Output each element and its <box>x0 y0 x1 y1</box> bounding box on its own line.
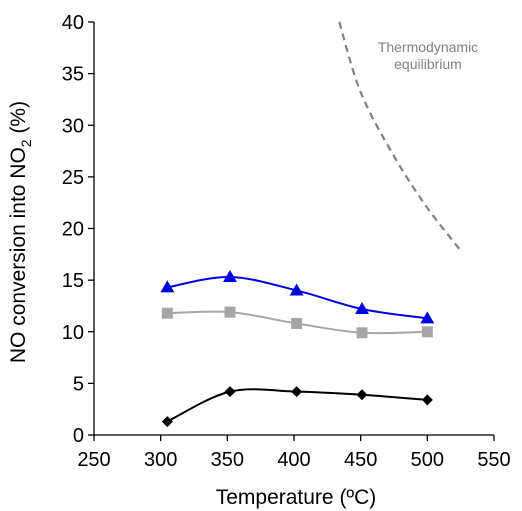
x-tick-label: 250 <box>77 449 110 471</box>
series-triangle <box>160 270 435 324</box>
x-tick-label: 300 <box>144 449 177 471</box>
y-axis-title-main: NO conversion into NO <box>7 147 30 363</box>
data-point-diamond <box>291 386 303 398</box>
data-point-square <box>161 307 173 319</box>
y-tick-label: 30 <box>62 115 84 137</box>
y-axis-ticks: 0 5 10 15 20 25 30 35 40 <box>62 12 94 447</box>
data-point-triangle <box>160 280 175 293</box>
data-point-square <box>224 306 236 318</box>
equilibrium-curve <box>338 21 463 253</box>
y-axis-title: NO conversion into NO2 (%) <box>7 101 34 363</box>
y-tick-label: 0 <box>73 425 84 447</box>
series-diamond <box>161 386 433 428</box>
data-point-diamond <box>161 416 173 428</box>
y-axis-title-subscript: 2 <box>18 139 34 147</box>
x-tick-label: 550 <box>477 449 510 471</box>
y-tick-label: 10 <box>62 322 84 344</box>
data-point-diamond <box>421 394 433 406</box>
data-point-triangle <box>420 311 435 324</box>
series-square <box>161 306 433 339</box>
x-axis-ticks: 250 300 350 400 450 500 550 <box>77 435 511 471</box>
equilibrium-layer <box>338 21 463 253</box>
data-point-triangle <box>355 302 369 315</box>
x-tick-label: 450 <box>344 449 377 471</box>
data-point-square <box>421 326 433 338</box>
y-tick-label: 15 <box>62 270 84 292</box>
y-axis-title-tail: (%) <box>7 101 30 140</box>
x-tick-label: 400 <box>277 449 310 471</box>
data-point-square <box>356 327 368 339</box>
y-tick-label: 25 <box>62 167 84 189</box>
data-point-diamond <box>224 386 236 398</box>
y-tick-label: 35 <box>62 64 84 86</box>
annotation-line2: equilibrium <box>394 56 462 72</box>
data-point-square <box>291 317 303 329</box>
data-point-triangle <box>289 283 304 296</box>
data-point-triangle <box>223 270 237 283</box>
axes <box>93 22 494 436</box>
y-tick-label: 40 <box>62 12 84 34</box>
y-tick-label: 20 <box>62 219 84 241</box>
x-axis-title: Temperature (ºC) <box>216 486 377 509</box>
y-tick-label: 5 <box>73 373 84 395</box>
annotation-line1: Thermodynamic <box>378 39 478 55</box>
x-tick-label: 350 <box>211 449 244 471</box>
x-tick-label: 500 <box>411 449 444 471</box>
data-point-diamond <box>356 389 368 401</box>
series-layer <box>160 270 435 428</box>
